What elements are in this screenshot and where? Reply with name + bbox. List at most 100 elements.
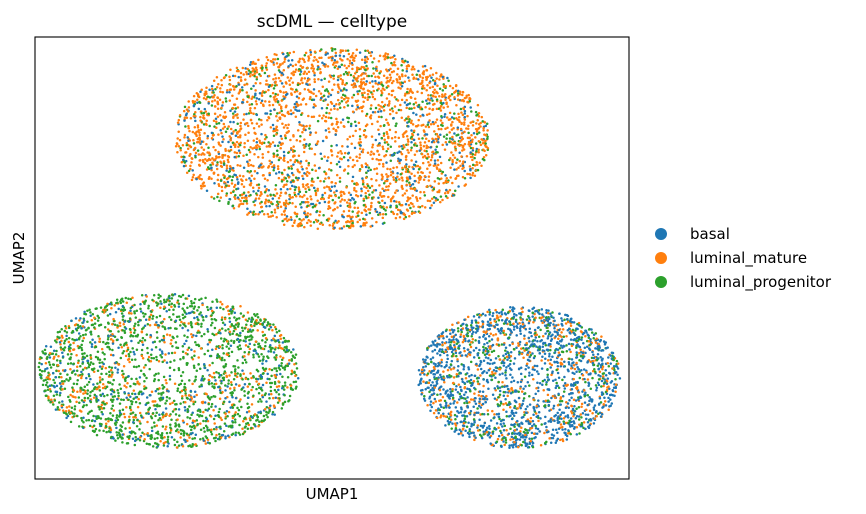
point-luminal-mature (204, 97, 208, 101)
point-basal (478, 390, 482, 393)
point-luminal-progenitor (590, 331, 594, 334)
point-basal (567, 361, 571, 364)
point-luminal-mature (491, 409, 494, 413)
point-luminal-mature (372, 57, 376, 60)
point-luminal-progenitor (193, 113, 196, 116)
point-luminal-mature (415, 195, 418, 199)
point-basal (457, 432, 460, 436)
point-luminal-mature (313, 50, 317, 53)
point-basal (464, 354, 468, 357)
point-basal (507, 353, 511, 357)
point-luminal-progenitor (265, 405, 269, 409)
point-luminal-progenitor (435, 145, 439, 149)
point-luminal-mature (423, 175, 427, 178)
point-luminal-mature (520, 307, 523, 310)
point-luminal-mature (227, 125, 230, 128)
point-luminal-progenitor (346, 172, 350, 175)
point-luminal-mature (337, 151, 340, 155)
point-luminal-mature (193, 132, 197, 135)
point-basal (248, 177, 251, 180)
point-luminal-progenitor (259, 319, 262, 322)
point-luminal-progenitor (253, 70, 257, 73)
point-luminal-progenitor (290, 359, 294, 362)
point-luminal-progenitor (498, 404, 502, 407)
point-luminal-mature (290, 164, 293, 168)
point-basal (124, 327, 128, 330)
point-luminal-progenitor (176, 299, 180, 302)
point-luminal-progenitor (468, 99, 472, 103)
point-luminal-mature (351, 179, 354, 183)
point-luminal-progenitor (86, 412, 90, 415)
point-luminal-mature (297, 188, 301, 191)
point-luminal-mature (183, 133, 187, 137)
point-luminal-mature (128, 360, 131, 364)
point-basal (473, 374, 477, 378)
point-luminal-mature (517, 342, 520, 345)
point-basal (241, 369, 244, 372)
point-luminal-mature (470, 133, 473, 137)
point-luminal-progenitor (82, 388, 85, 392)
point-luminal-progenitor (425, 150, 428, 153)
point-luminal-progenitor (130, 377, 133, 381)
point-luminal-mature (375, 179, 378, 182)
point-luminal-progenitor (200, 297, 203, 301)
point-basal (44, 367, 47, 371)
point-luminal-progenitor (222, 378, 226, 382)
point-luminal-mature (480, 394, 483, 398)
point-luminal-progenitor (523, 375, 527, 379)
point-luminal-mature (427, 94, 430, 97)
point-luminal-mature (508, 405, 512, 409)
point-basal (269, 404, 272, 407)
point-luminal-mature (418, 82, 422, 85)
point-luminal-mature (274, 77, 278, 80)
point-luminal-progenitor (152, 379, 156, 383)
point-basal (526, 381, 530, 384)
point-basal (566, 416, 570, 419)
point-luminal-mature (248, 417, 252, 420)
point-basal (449, 402, 452, 406)
point-basal (531, 419, 535, 423)
point-basal (116, 368, 120, 371)
point-luminal-mature (550, 373, 553, 377)
point-luminal-progenitor (371, 60, 374, 64)
point-luminal-mature (461, 113, 465, 117)
point-basal (240, 86, 244, 89)
point-basal (527, 336, 531, 340)
point-luminal-mature (525, 362, 529, 365)
point-basal (393, 54, 396, 58)
point-luminal-mature (355, 190, 358, 193)
point-luminal-mature (336, 108, 339, 111)
point-luminal-progenitor (162, 298, 166, 302)
point-luminal-mature (309, 224, 313, 227)
point-luminal-mature (529, 420, 532, 423)
point-luminal-mature (292, 111, 295, 115)
point-luminal-progenitor (584, 380, 587, 384)
point-luminal-mature (573, 367, 577, 371)
point-luminal-mature (299, 64, 302, 68)
point-luminal-mature (391, 56, 394, 59)
point-luminal-progenitor (290, 167, 293, 170)
point-basal (478, 348, 481, 352)
point-luminal-mature (310, 198, 313, 201)
point-luminal-mature (439, 99, 443, 102)
point-luminal-progenitor (137, 341, 140, 345)
point-luminal-mature (229, 380, 233, 384)
point-luminal-mature (273, 58, 277, 61)
point-luminal-mature (351, 110, 355, 113)
point-luminal-progenitor (77, 336, 81, 340)
point-basal (154, 389, 158, 393)
point-luminal-mature (557, 323, 560, 327)
point-basal (535, 364, 539, 368)
point-basal (375, 210, 379, 214)
point-luminal-mature (292, 173, 295, 177)
point-luminal-progenitor (94, 427, 98, 431)
point-luminal-mature (326, 103, 330, 106)
point-basal (52, 349, 56, 352)
point-luminal-mature (321, 223, 325, 227)
point-luminal-mature (602, 384, 605, 388)
point-luminal-mature (601, 365, 605, 369)
point-basal (334, 219, 337, 223)
point-luminal-progenitor (231, 204, 235, 207)
point-basal (584, 351, 587, 355)
point-luminal-progenitor (558, 346, 562, 350)
